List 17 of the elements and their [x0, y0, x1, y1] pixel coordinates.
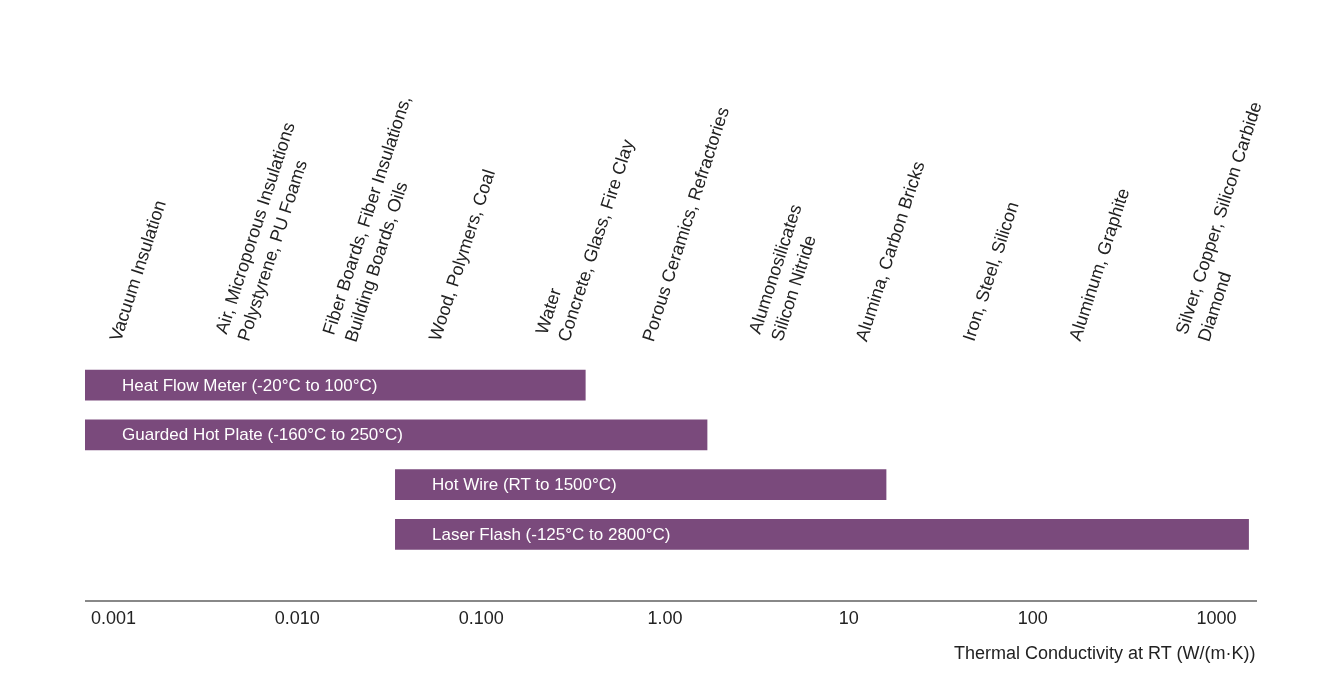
- x-tick-label: 0.100: [458, 607, 504, 628]
- x-tick-label: 1000: [1196, 607, 1237, 628]
- y-tick-label: Laser Flash (-125°C to 2800°C): [398, 524, 671, 544]
- bar: [395, 469, 887, 501]
- x-tick-label: 0.010: [274, 607, 320, 628]
- y-tick-label: Guarded Hot Plate (-160°C to 250°C): [88, 425, 404, 445]
- y-tick-label: Hot Wire (RT to 1500°C): [398, 475, 617, 495]
- bar: [395, 518, 1249, 550]
- y-tick-label: Heat Flow Meter (-20°C to 100°C): [88, 375, 378, 395]
- x-tick-label: 100: [1017, 607, 1048, 628]
- x-tick-label: 0.001: [90, 607, 136, 628]
- bar: [85, 369, 586, 401]
- bar: [85, 419, 708, 451]
- x-tick-label: 10: [838, 607, 859, 628]
- text: Iron, Steel, Silicon: [958, 199, 1023, 344]
- x-tick-label: 1.00: [647, 607, 683, 628]
- x-axis-title: Thermal Conductivity at RT (W/(m·K)): [954, 643, 1256, 663]
